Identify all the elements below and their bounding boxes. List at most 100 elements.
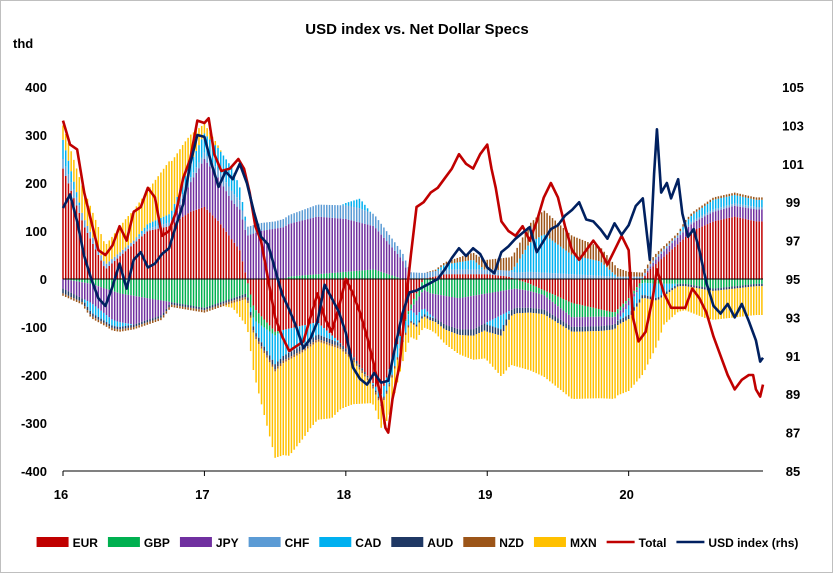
bar-segment-aud <box>111 325 113 327</box>
bar-segment-chf <box>79 205 81 213</box>
bar-segment-nzd <box>454 259 456 263</box>
bar-segment-mxn <box>609 330 611 399</box>
bar-segment-eur <box>748 220 750 279</box>
bar-segment-gbp <box>729 279 731 287</box>
bar-segment-gbp <box>712 279 714 289</box>
bar-segment-aud <box>519 308 521 313</box>
bar-segment-cad <box>130 324 132 325</box>
bar-segment-chf <box>756 207 758 209</box>
bar-segment-nzd <box>696 209 698 211</box>
bar-segment-mxn <box>636 307 638 382</box>
bar-segment-cad <box>688 219 690 224</box>
bar-segment-nzd <box>612 262 614 272</box>
bar-segment-mxn <box>302 352 304 439</box>
bar-segment-gbp <box>130 279 132 295</box>
bar-segment-jpy <box>163 301 165 313</box>
bar-segment-cad <box>138 234 140 236</box>
bar-segment-mxn <box>413 325 415 338</box>
bar-segment-nzd <box>416 326 418 327</box>
bar-segment-nzd <box>334 345 336 347</box>
bar-segment-nzd <box>171 305 173 307</box>
bar-segment-nzd <box>215 307 217 309</box>
bar-segment-nzd <box>408 326 410 328</box>
bar-segment-mxn <box>432 321 434 331</box>
bar-segment-eur <box>639 279 641 283</box>
bar-segment-eur <box>750 220 752 279</box>
bar-segment-mxn <box>410 323 412 337</box>
bar-segment-gbp <box>166 279 168 301</box>
bar-segment-cad <box>593 260 595 276</box>
bar-segment-nzd <box>701 205 703 207</box>
bar-segment-mxn <box>473 336 475 360</box>
bar-segment-jpy <box>522 290 524 308</box>
bar-segment-mxn <box>291 359 293 454</box>
bar-segment-nzd <box>459 257 461 262</box>
bar-segment-mxn <box>312 345 314 425</box>
bar-segment-aud <box>323 337 325 341</box>
bar-segment-eur <box>179 219 181 279</box>
legend-label-total: Total <box>639 536 667 550</box>
bar-segment-gbp <box>100 279 102 287</box>
bar-segment-jpy <box>546 298 548 312</box>
bar-segment-mxn <box>715 291 717 320</box>
bar-segment-nzd <box>438 267 440 269</box>
bar-segment-chf <box>726 206 728 208</box>
bar-segment-gbp <box>522 281 524 289</box>
bar-segment-chf <box>157 226 159 229</box>
bar-segment-gbp <box>549 293 551 300</box>
bar-segment-chf <box>470 269 472 274</box>
bar-segment-gbp <box>144 279 146 298</box>
bar-segment-jpy <box>155 299 157 317</box>
bar-segment-cad <box>690 216 692 222</box>
bar-segment-aud <box>372 385 374 387</box>
bar-segment-cad <box>508 311 510 314</box>
bar-segment-chf <box>321 205 323 217</box>
bar-segment-mxn <box>386 394 388 421</box>
bar-segment-mxn <box>378 400 380 419</box>
bar-segment-aud <box>70 293 72 297</box>
bar-segment-chf <box>304 209 306 220</box>
x-tick-label: 18 <box>337 487 351 502</box>
bar-segment-aud <box>756 284 758 286</box>
bar-segment-eur <box>92 244 94 279</box>
bar-segment-chf <box>253 225 255 233</box>
bar-segment-chf <box>546 273 548 279</box>
bar-segment-nzd <box>544 211 546 235</box>
bar-segment-aud <box>92 314 94 317</box>
bar-segment-chf <box>682 230 684 232</box>
bar-segment-mxn <box>147 191 149 224</box>
bar-segment-mxn <box>533 313 535 372</box>
bar-segment-cad <box>552 241 554 273</box>
bar-segment-jpy <box>312 218 314 275</box>
bar-segment-gbp <box>530 284 532 291</box>
bar-segment-gbp <box>196 279 198 306</box>
bar-segment-aud <box>160 315 162 317</box>
bar-segment-jpy <box>701 218 703 227</box>
bar-segment-cad <box>250 308 252 312</box>
bar-segment-aud <box>715 288 717 290</box>
bar-segment-aud <box>345 349 347 352</box>
bar-segment-cad <box>108 317 110 324</box>
bar-segment-cad <box>73 182 75 190</box>
bar-segment-chf <box>334 205 336 218</box>
bar-segment-gbp <box>663 279 665 284</box>
bar-segment-jpy <box>196 173 198 210</box>
bar-segment-eur <box>198 209 200 279</box>
bar-segment-aud <box>329 339 331 343</box>
bar-segment-gbp <box>690 279 692 285</box>
bar-segment-cad <box>737 196 739 204</box>
bar-segment-nzd <box>122 329 124 331</box>
bar-segment-cad <box>565 251 567 274</box>
bar-segment-eur <box>538 279 540 288</box>
bar-segment-eur <box>231 239 233 279</box>
bar-segment-nzd <box>198 309 200 311</box>
bar-segment-jpy <box>147 298 149 320</box>
bar-segment-eur <box>176 221 178 279</box>
bar-segment-chf <box>519 272 521 279</box>
bar-segment-gbp <box>171 279 173 302</box>
bar-segment-eur <box>236 247 238 279</box>
bar-segment-cad <box>756 200 758 207</box>
bar-segment-aud <box>574 327 576 332</box>
bar-segment-mxn <box>234 303 236 310</box>
bar-segment-eur <box>125 251 127 279</box>
